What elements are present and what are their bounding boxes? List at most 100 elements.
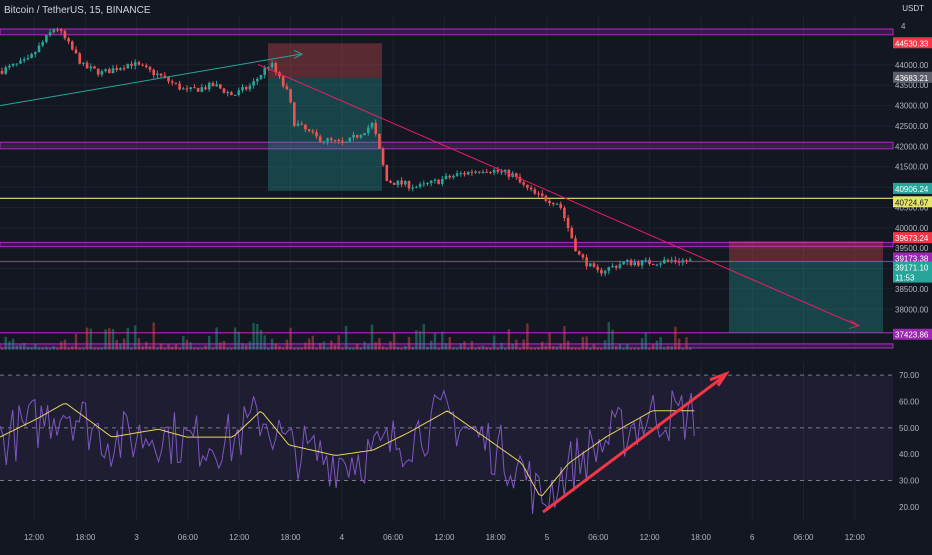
volume-bar [400,347,403,350]
zone-resistance-top [0,28,894,36]
volume-bar [615,346,618,350]
time-tick-label: 18:00 [75,533,96,542]
volume-bar [381,346,385,350]
candle-body [41,42,44,46]
downtrend-line [257,64,859,327]
candle-body [688,259,692,262]
candle-body [244,87,248,90]
candle-body [85,62,89,69]
volume-bar [389,341,392,350]
volume-bar [282,347,285,350]
volume-bar [289,327,292,350]
candle-body [0,70,4,74]
volume-bar [563,326,566,350]
candle-body [570,227,574,239]
volume-bar [581,336,585,350]
candle-body [670,260,673,262]
candle-body [585,257,588,267]
time-tick-label: 12:00 [845,533,866,542]
volume-bar [592,344,596,350]
candle-body [71,41,74,50]
candle-body [637,262,640,266]
candle-body [204,87,207,90]
volume-bar [511,344,514,350]
candle-body [555,203,559,205]
price-grid [0,16,893,520]
rsi-ma-line [0,403,695,497]
candle-body [589,263,592,267]
candle-body [392,182,396,185]
volume-bar [48,347,52,350]
candle-body [82,62,85,64]
volume-bar [300,347,303,350]
rsi-band-fill [0,375,893,481]
time-axis: 12:00 18:00 3 06:00 12:00 18:00 4 06:00 12:00 18:… [24,533,865,542]
candle-body [141,64,144,66]
volume-bar [648,348,651,350]
volume-bar [496,347,499,350]
candle-body [629,260,633,265]
volume-bar [589,347,592,350]
price-label-box [893,328,932,340]
volume-bar [60,341,63,350]
candle-body [455,173,459,176]
volume-bar [378,338,381,350]
volume-bar [26,347,30,350]
volume-bar [474,347,477,350]
volume-bar [374,342,377,350]
volume-bar [415,330,418,350]
candle-body [185,88,189,90]
volume-bar [337,335,340,350]
volume-bar [533,347,536,350]
price-tick-label: 42000.00 [895,142,929,151]
candle-body [614,265,618,268]
candle-body [552,203,555,205]
price-tick-label: 40000.00 [895,224,929,233]
candle-body [448,175,451,178]
time-tick-label: 5 [545,533,550,542]
candle-body [178,83,181,90]
symbol-title: Bitcoin / TetherUS, 15, BINANCE [4,5,151,16]
uptrend-arrowhead [293,49,304,59]
rsi-tick-label: 60.00 [899,398,920,407]
volume-bar [455,347,459,350]
candle-body [603,270,607,274]
volume-bar [89,328,92,350]
price-tick-label: 44000.00 [895,61,929,70]
candle-body [219,84,222,89]
volume-bar [211,347,215,350]
volume-bar [504,347,507,350]
volume-bar [252,322,255,350]
volume-bar [578,347,581,350]
price-tick-label: 38000.00 [895,305,929,314]
volume-bar [245,344,248,350]
candle-body [481,171,485,173]
volume-bar [152,322,155,350]
candle-body [529,187,533,190]
zone-lower-zone [0,241,894,248]
candle-body [330,138,333,141]
volume-bar [319,342,322,350]
candle-body [108,69,111,74]
volume-bar [430,340,433,350]
candle-body [300,123,303,125]
volume-bar [681,347,684,350]
candle-body [355,134,359,138]
candle-body [648,259,651,264]
volume-bar [226,347,229,350]
volume-bar [481,345,485,350]
volume-bar [618,343,622,350]
candle-body [119,68,122,71]
rsi-panel [0,370,893,514]
candle-body [581,254,585,258]
volume-bar [215,327,218,350]
volume-bar [178,347,181,350]
volume-bar [148,346,152,350]
time-tick-label: 12:00 [434,533,455,542]
volume-bar [500,342,503,350]
candle-body [522,182,525,185]
candle-body [422,183,426,185]
volume-bar [552,346,555,350]
